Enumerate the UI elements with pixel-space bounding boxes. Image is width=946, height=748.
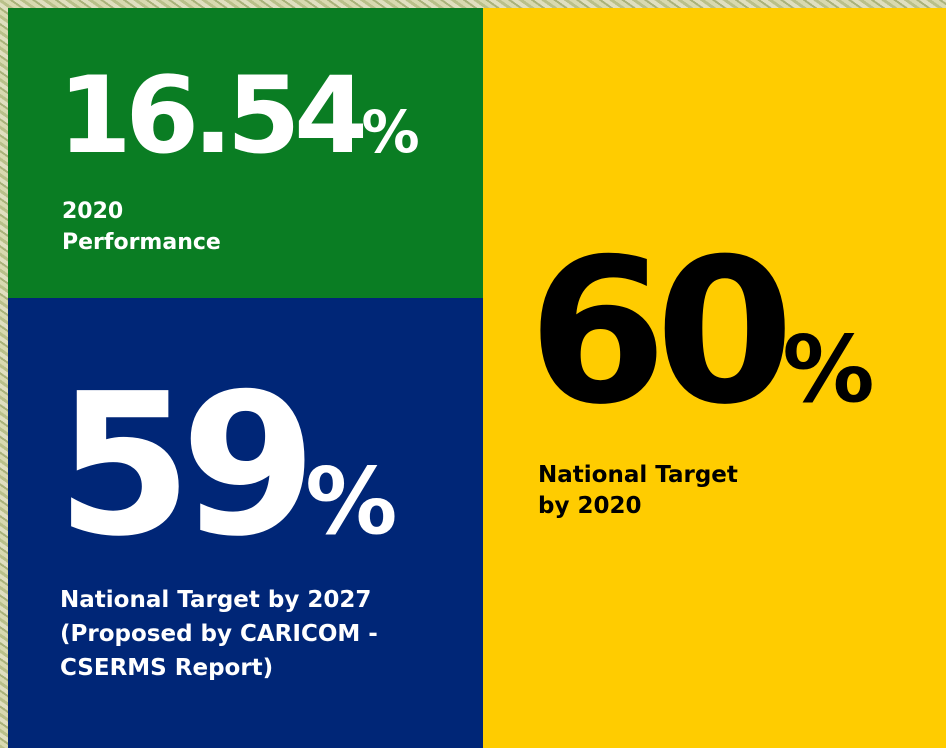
stat: 60% [528,233,875,433]
label-line: by 2020 [538,493,642,519]
stat: 16.54% [58,63,420,169]
stat-value: 59 [56,352,317,580]
stat-label: National Target by 2020 [538,460,738,522]
stat-value: 60 [528,216,794,449]
stat: 59% [56,368,397,564]
stat-value: 16.54 [58,54,368,177]
stat-unit: % [305,448,398,555]
stat-label: National Target by 2027 (Proposed by CAR… [60,583,378,685]
stat-label: 2020 Performance [62,196,221,258]
target-2020-card: 60% National Target by 2020 [483,8,946,748]
label-line: CSERMS Report) [60,655,274,681]
label-line: (Proposed by CARICOM - [60,621,378,647]
label-line: 2020 [62,199,124,224]
label-line: National Target [538,462,738,488]
stat-unit: % [361,98,420,166]
target-2027-card: 59% National Target by 2027 (Proposed by… [8,298,483,748]
stat-unit: % [782,316,875,423]
performance-card: 16.54% 2020 Performance [8,8,483,298]
label-line: National Target by 2027 [60,587,372,613]
label-line: Performance [62,230,221,255]
